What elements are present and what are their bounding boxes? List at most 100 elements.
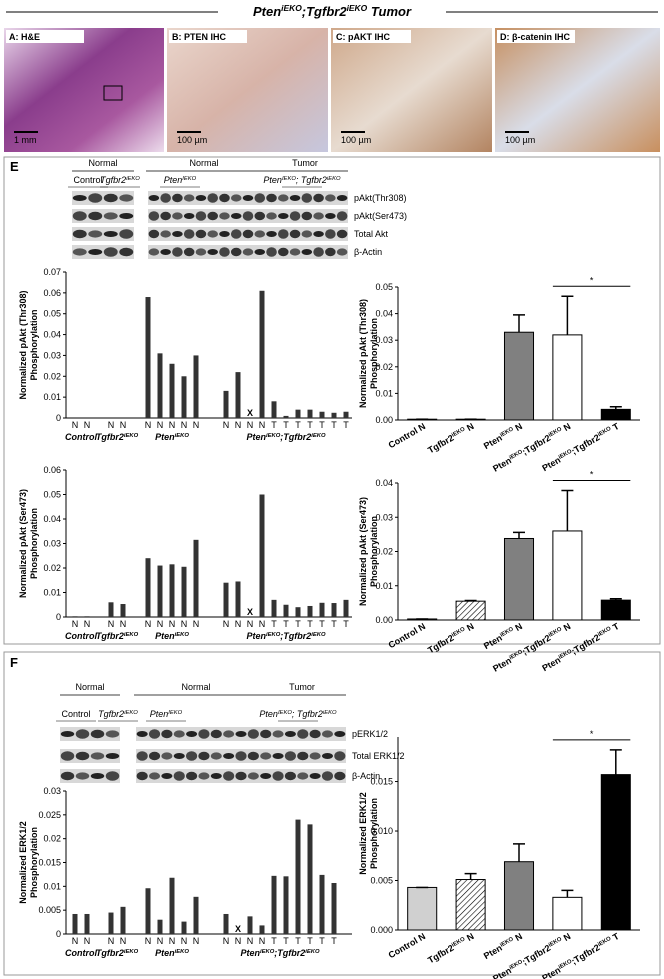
blot-row-label: pERK1/2	[352, 729, 388, 739]
blot-band	[173, 730, 185, 738]
blot-band	[284, 751, 296, 761]
blot-band	[260, 729, 272, 739]
text-part: Pten	[253, 4, 281, 19]
panel-label: C: pAKT IHC	[336, 32, 390, 42]
text-part: N	[511, 931, 524, 944]
text-part: ; Tgfbr2	[292, 709, 323, 719]
y-tick-label: 0.005	[370, 876, 393, 886]
blot-band	[242, 229, 254, 239]
blot-band	[207, 193, 219, 203]
y-tick-label: 0.05	[43, 490, 61, 500]
y-tick-label: 0.06	[43, 288, 61, 298]
group-label: Tgfbr2iEKO	[96, 432, 139, 442]
blot-band	[72, 229, 87, 239]
blot-band	[75, 729, 90, 739]
blot-band	[210, 752, 222, 760]
blot-band	[260, 752, 272, 760]
blot-band	[103, 212, 118, 220]
error-bar	[513, 314, 525, 333]
blot-band	[278, 229, 289, 239]
bar	[120, 604, 126, 617]
x-tick-label: N	[169, 936, 176, 946]
x-tick-label: T	[331, 936, 337, 946]
superscript: IEKO	[282, 176, 296, 182]
blot-band	[289, 248, 301, 256]
blot-band	[207, 211, 219, 221]
text-part: N	[463, 931, 476, 944]
bar	[193, 539, 199, 617]
bar	[223, 390, 229, 418]
x-tick-label: Control N	[387, 421, 428, 450]
blot-band	[172, 212, 183, 220]
panel-e-frame	[3, 156, 661, 645]
x-tick-label: PteniEKO;Tgfbr2iEKO N	[491, 621, 572, 674]
text-part: ;Tgfbr2	[570, 432, 602, 456]
significance-label: *	[590, 729, 594, 739]
blot-band	[309, 729, 321, 739]
text-part: Tgfbr2	[426, 433, 455, 456]
blot-row-label: pAkt(Ser473)	[354, 211, 407, 221]
text-part: N	[511, 421, 524, 434]
x-tick-label: N	[108, 936, 115, 946]
group-label: Tgfbr2iEKO	[96, 948, 139, 958]
blot-header: Normal	[88, 158, 117, 168]
superscript: iEKO	[124, 949, 139, 955]
error-bar	[513, 843, 525, 862]
bar	[157, 353, 163, 418]
blot-band	[313, 212, 324, 220]
text-part: Pten	[164, 175, 183, 185]
blot-strip	[60, 749, 120, 763]
scale-label: 100 µm	[177, 135, 207, 145]
missing-marker: X	[247, 408, 253, 418]
text-part: N	[560, 931, 573, 944]
superscript: iEKO	[175, 949, 190, 955]
x-tick-label: T	[283, 936, 289, 946]
x-tick-label: T	[319, 420, 325, 430]
bar	[552, 334, 583, 421]
blot-band	[242, 211, 254, 221]
bar	[600, 599, 631, 621]
y-tick-label: 0.03	[43, 539, 61, 549]
blot-band	[242, 195, 254, 201]
blot-band	[235, 751, 247, 761]
blot-band	[136, 731, 148, 737]
text-part: Pten	[150, 709, 169, 719]
blot-band	[321, 730, 334, 738]
blot-band	[230, 247, 242, 257]
bar	[157, 565, 163, 617]
x-tick-label: N	[259, 619, 266, 629]
x-tick-label: N	[247, 619, 254, 629]
blot-band	[186, 751, 198, 761]
x-tick-label: PteniEKO;Tgfbr2iEKO T	[540, 931, 621, 979]
blot-band	[172, 193, 183, 203]
blot-row-label: Total ERK1/2	[352, 751, 405, 761]
superscript: IEKO	[182, 176, 196, 182]
y-tick-label: 0.05	[375, 282, 393, 292]
bar	[223, 582, 229, 617]
x-tick-label: N	[108, 619, 115, 629]
group-label: Control	[65, 631, 97, 641]
blot-band	[210, 773, 222, 779]
blot-band	[313, 231, 324, 237]
blot-band	[242, 248, 254, 256]
blot-band	[148, 772, 161, 780]
text-part: Control	[65, 432, 97, 442]
group-label: Control	[65, 948, 97, 958]
blot-band	[136, 771, 148, 781]
blot-band	[90, 752, 105, 760]
y-tick-label: 0.03	[375, 512, 393, 522]
x-tick-label: N	[223, 619, 230, 629]
y-axis-title: Normalized pAkt (Thr308)	[358, 299, 368, 408]
blot-band	[235, 731, 247, 737]
x-tick-label: T	[307, 420, 313, 430]
label-box	[497, 30, 575, 43]
blot-band	[60, 751, 75, 761]
text-part: Tgfbr2	[96, 948, 124, 958]
bar	[235, 581, 241, 617]
x-tick-label: N	[235, 420, 242, 430]
bar	[223, 913, 229, 934]
text-part: Pten	[259, 709, 278, 719]
y-tick-label: 0.00	[375, 615, 393, 625]
blot-band	[195, 229, 207, 239]
bar	[72, 913, 78, 934]
